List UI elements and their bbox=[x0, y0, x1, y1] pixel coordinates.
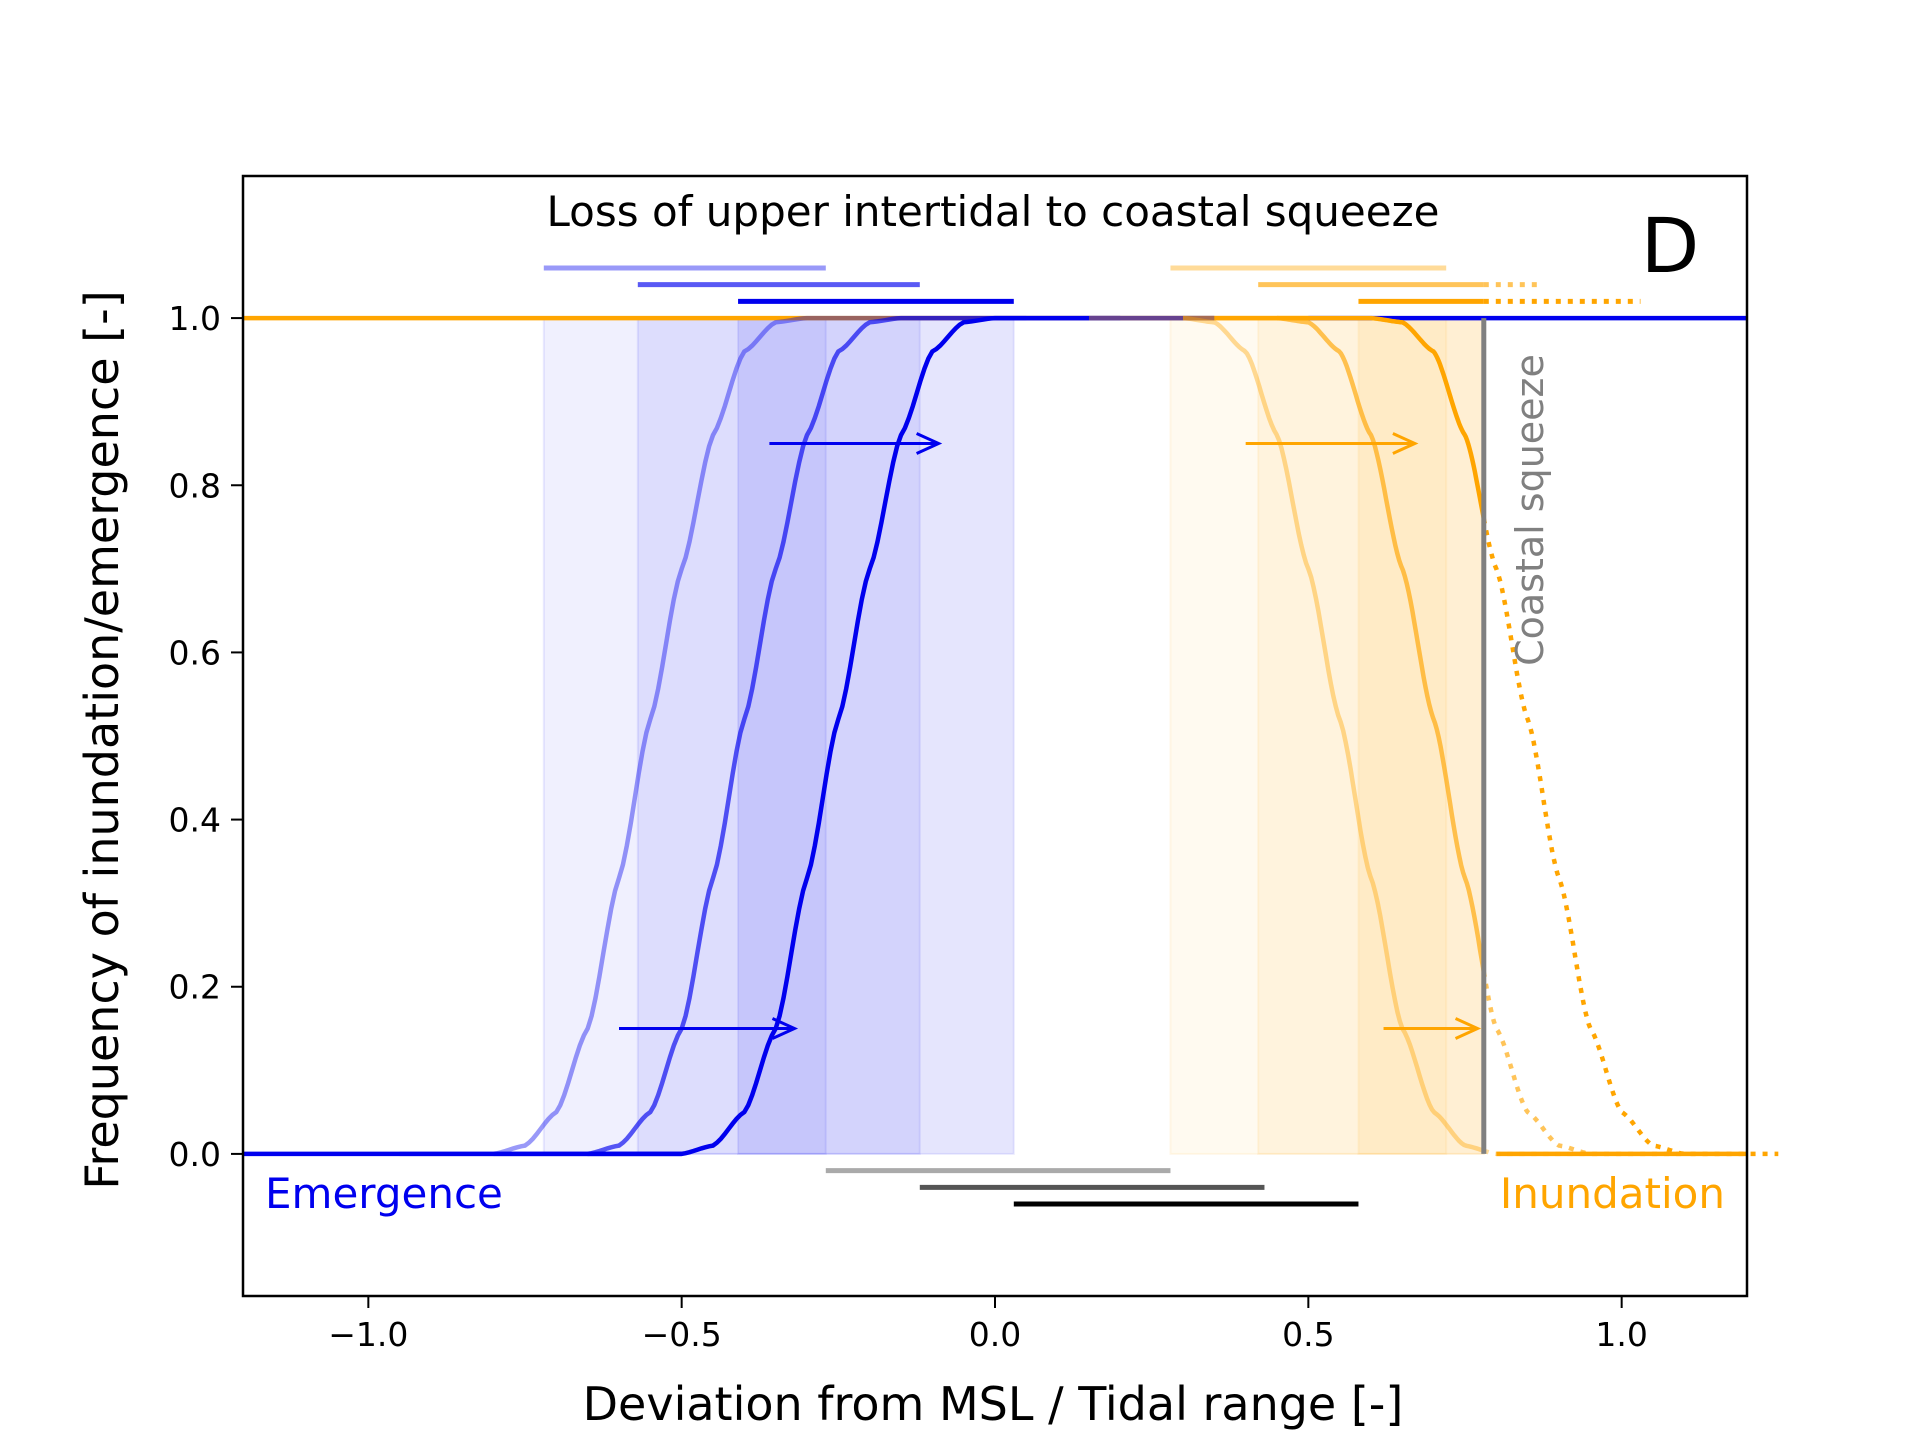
x-tick-label-3: 0.0 bbox=[969, 1315, 1021, 1354]
axis-ticks: −1.0 −0.5 0.0 0.5 1.0 0.0 0.2 0.4 0.6 0.8 1.0 bbox=[169, 299, 1648, 1354]
y-tick-label-4: 0.6 bbox=[169, 633, 221, 672]
shift-arrowhead-3 bbox=[1392, 432, 1419, 455]
chart-text: Loss of upper intertidal to coastal sque… bbox=[75, 187, 1725, 1431]
series-curves bbox=[243, 315, 1779, 1157]
inundation-band-2 bbox=[1257, 317, 1485, 1155]
inundation-curve-3 bbox=[1277, 315, 1487, 520]
y-tick-label-3: 0.4 bbox=[169, 801, 221, 840]
y-tick-label-6: 1.0 bbox=[169, 299, 221, 338]
y-tick-label-1: 0.0 bbox=[169, 1135, 221, 1174]
shift-arrowhead-4 bbox=[1454, 1017, 1482, 1040]
inundation-curve-dotted-2 bbox=[1481, 971, 1685, 1157]
inundation-band-1 bbox=[1169, 317, 1448, 1155]
inundation-curve-dotted-3 bbox=[1481, 518, 1779, 1157]
emergence-label: Emergence bbox=[265, 1169, 503, 1218]
x-tick-label-2: −0.5 bbox=[642, 1315, 722, 1354]
emergence-curve-3 bbox=[587, 315, 1215, 1157]
chart-title: Loss of upper intertidal to coastal sque… bbox=[547, 187, 1440, 236]
panel-label: D bbox=[1641, 201, 1700, 290]
y-tick-label-2: 0.2 bbox=[169, 968, 221, 1007]
inundation-label: Inundation bbox=[1500, 1169, 1725, 1218]
shift-arrows bbox=[619, 432, 1482, 1040]
range-bars bbox=[543, 265, 1641, 1207]
x-tick-label-5: 1.0 bbox=[1595, 1315, 1647, 1354]
inundation-curve-2 bbox=[1183, 315, 1487, 973]
shift-arrowhead-1 bbox=[915, 432, 943, 455]
y-axis-label: Frequency of inundation/emergence [-] bbox=[75, 290, 129, 1189]
inundation-curve-1 bbox=[1089, 315, 1485, 1153]
y-tick-label-5: 0.8 bbox=[169, 466, 221, 505]
x-axis-label: Deviation from MSL / Tidal range [-] bbox=[583, 1377, 1404, 1431]
x-tick-label-1: −1.0 bbox=[328, 1315, 408, 1354]
coastal-squeeze-label: Coastal squeeze bbox=[1508, 354, 1552, 666]
shift-arrowhead-2 bbox=[771, 1017, 799, 1040]
x-tick-label-4: 0.5 bbox=[1282, 1315, 1334, 1354]
